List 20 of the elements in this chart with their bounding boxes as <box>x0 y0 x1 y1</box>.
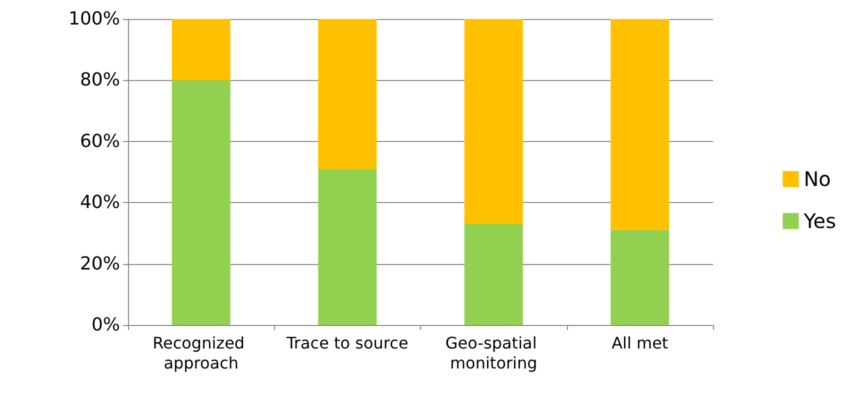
y-tick-label: 60% <box>80 130 120 152</box>
y-tick-label: 0% <box>91 314 120 336</box>
legend-label: Yes <box>802 209 836 233</box>
legend-label: No <box>804 167 831 191</box>
bar <box>464 19 523 224</box>
y-tick-label: 40% <box>80 192 120 214</box>
bar <box>464 224 523 325</box>
bar <box>172 80 230 325</box>
x-tick-label: All met <box>612 334 668 352</box>
bar <box>318 19 377 169</box>
x-tick-label: Trace to source <box>285 334 408 352</box>
y-tick-label: 80% <box>80 70 120 91</box>
bar <box>318 168 377 325</box>
bar <box>610 230 670 325</box>
y-tick-label: 20% <box>80 253 120 274</box>
y-tick-label: 100% <box>68 8 120 30</box>
x-tick-label: Recognized approach <box>152 334 250 372</box>
x-tick-label: Geo-spatial monitoring <box>445 334 542 372</box>
bar <box>610 19 670 230</box>
bar <box>172 19 230 80</box>
